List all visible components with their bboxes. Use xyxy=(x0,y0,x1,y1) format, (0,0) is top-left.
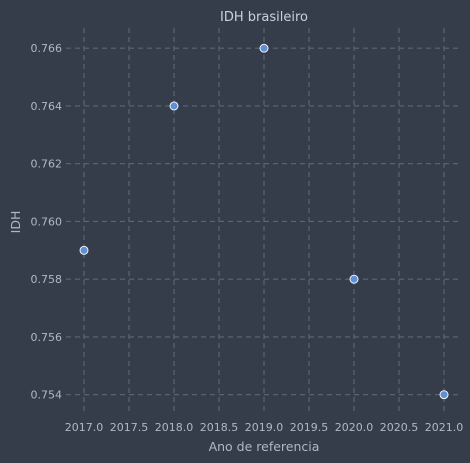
x-tick-label: 2019.0 xyxy=(245,421,284,434)
data-point xyxy=(439,390,449,400)
grid xyxy=(66,28,462,412)
y-tick-label: 0.762 xyxy=(31,158,63,171)
y-tick-label: 0.764 xyxy=(31,100,63,113)
x-tick-label: 2021.0 xyxy=(425,421,464,434)
chart-title: IDH brasileiro xyxy=(220,10,308,25)
y-tick-label: 0.754 xyxy=(31,389,63,402)
y-tick-label: 0.756 xyxy=(31,331,63,344)
x-tick-label: 2020.0 xyxy=(335,421,374,434)
x-tick-label: 2018.0 xyxy=(155,421,194,434)
x-tick-label: 2019.5 xyxy=(290,421,329,434)
y-tick-label: 0.758 xyxy=(31,273,63,286)
x-tick-label: 2017.0 xyxy=(65,421,104,434)
x-tick-label: 2017.5 xyxy=(110,421,149,434)
data-point xyxy=(169,101,179,111)
y-tick-label: 0.766 xyxy=(31,42,63,55)
x-axis-ticks: 2017.0 2017.5 2018.0 2018.5 2019.0 2019.5 2020… xyxy=(65,421,464,434)
data-point xyxy=(259,43,269,53)
data-point xyxy=(349,274,359,284)
y-tick-label: 0.760 xyxy=(31,215,63,228)
y-axis-ticks: 0.754 0.756 0.758 0.760 0.762 0.764 0.766 xyxy=(31,42,63,401)
scatter-points xyxy=(79,43,449,400)
x-axis-label: Ano de referencia xyxy=(209,439,320,454)
x-tick-label: 2018.5 xyxy=(200,421,239,434)
y-axis-label: IDH xyxy=(8,211,23,234)
data-point xyxy=(79,245,89,255)
x-tick-label: 2020.5 xyxy=(380,421,419,434)
